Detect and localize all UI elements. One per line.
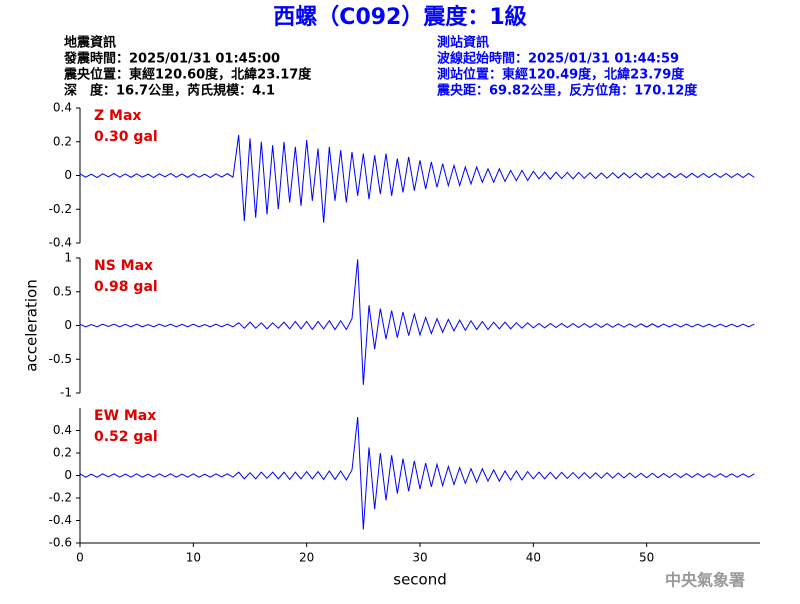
y-tick-label: -0.6: [49, 536, 72, 550]
y-tick-label: 0.4: [53, 101, 72, 115]
annotation: 0.52 gal: [94, 429, 158, 445]
station-info: 測站資訊 波線起始時間：2025/01/31 01:44:59 測站位置：東經1…: [436, 35, 698, 99]
x-tick-label: 50: [639, 551, 654, 565]
info-line: 深 度：16.7公里，芮氏規模：4.1: [64, 83, 275, 99]
info-line: 地震資訊: [64, 35, 116, 51]
y-tick-label: 0: [64, 318, 72, 332]
info-line: 測站位置：東經120.49度，北緯23.79度: [437, 67, 685, 83]
waveform: [79, 259, 755, 385]
y-tick-label: 0.5: [53, 284, 72, 298]
y-tick-label: -0.4: [49, 513, 72, 527]
y-tick-label: 0.2: [53, 134, 72, 148]
y-tick-label: 1: [64, 251, 72, 265]
y-tick-label: -0.4: [49, 236, 72, 250]
waveform: [79, 416, 755, 530]
info-line: 波線起始時間：2025/01/31 01:44:59: [437, 51, 679, 67]
event-info: 地震資訊 發震時間：2025/01/31 01:45:00 震央位置：東經120…: [63, 35, 312, 99]
info-line: 震央距：69.82公里，反方位角：170.12度: [436, 83, 698, 99]
credit: 中央氣象署: [665, 571, 745, 590]
annotation: 0.30 gal: [94, 129, 158, 145]
y-axis-title: acceleration: [23, 279, 41, 371]
chart-title: 西螺（C092）震度：1級: [273, 4, 526, 30]
x-tick-label: 20: [299, 551, 314, 565]
info-line: 震央位置：東經120.60度，北緯23.17度: [63, 67, 312, 83]
x-axis-title: second: [393, 571, 447, 589]
x-tick-label: 0: [76, 551, 84, 565]
info-line: 發震時間：2025/01/31 01:45:00: [63, 51, 280, 67]
annotation: Z Max: [94, 108, 141, 124]
y-tick-label: 0: [64, 168, 72, 182]
waveform: [79, 134, 755, 223]
y-tick-label: 0: [64, 468, 72, 482]
y-tick-label: -0.2: [49, 491, 72, 505]
y-tick-label: -0.5: [49, 352, 72, 366]
y-tick-label: 0.4: [53, 423, 72, 437]
x-tick-label: 40: [526, 551, 541, 565]
y-tick-label: 0.2: [53, 446, 72, 460]
annotation: 0.98 gal: [94, 279, 158, 295]
y-tick-label: -0.2: [49, 202, 72, 216]
y-tick-label: -1: [60, 386, 72, 400]
annotation: NS Max: [94, 258, 153, 274]
x-tick-label: 30: [412, 551, 427, 565]
info-line: 測站資訊: [437, 35, 489, 51]
annotation: EW Max: [94, 408, 156, 424]
x-tick-label: 10: [186, 551, 201, 565]
